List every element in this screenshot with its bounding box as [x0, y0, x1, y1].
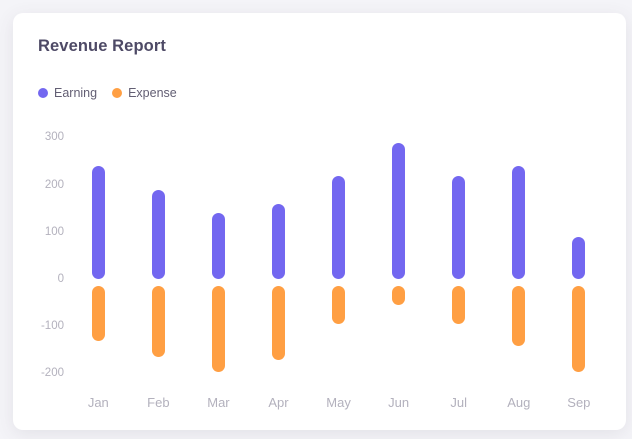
x-axis-label-aug: Aug — [507, 394, 531, 410]
bar-expense-mar[interactable] — [211, 286, 225, 372]
bar-earning-apr[interactable] — [272, 203, 285, 280]
legend-label: Earning — [54, 86, 98, 100]
chart-legend: Earning Expense — [38, 85, 177, 101]
y-axis-tick-200: 200 — [44, 178, 64, 191]
x-axis-label-jan: Jan — [87, 394, 109, 410]
bar-earning-sep[interactable] — [572, 237, 586, 280]
bar-earning-may[interactable] — [332, 175, 346, 280]
x-axis-label-mar: Mar — [207, 394, 230, 410]
bar-expense-sep[interactable] — [572, 286, 586, 372]
y-axis-tick-0: 0 — [57, 273, 64, 285]
x-axis-label-may: May — [326, 394, 351, 410]
x-axis-label-sep: Sep — [567, 394, 591, 410]
revenue-chart: 300 200 100 0 -100 -200 Jan Feb Mar Apr May Jun Jul A… — [13, 13, 626, 430]
bar-earning-jan[interactable] — [91, 166, 105, 280]
bar-expense-apr[interactable] — [272, 286, 285, 360]
bar-expense-jun[interactable] — [392, 286, 406, 306]
y-axis-tick-300: 300 — [44, 131, 64, 144]
y-axis-tick--100: -100 — [40, 320, 64, 333]
bar-earning-mar[interactable] — [211, 213, 225, 280]
bar-expense-may[interactable] — [332, 286, 346, 325]
x-axis-label-jun: Jun — [388, 394, 410, 410]
x-axis-label-feb: Feb — [147, 394, 170, 410]
x-axis-label-jul: Jul — [450, 394, 468, 410]
legend-dot-earning — [38, 88, 48, 98]
bar-earning-jul[interactable] — [452, 175, 466, 280]
bar-expense-feb[interactable] — [151, 286, 165, 358]
legend-item-expense[interactable]: Expense — [112, 86, 177, 100]
y-axis-tick-100: 100 — [44, 225, 64, 238]
bar-earning-jun[interactable] — [392, 142, 406, 280]
bar-earning-feb[interactable] — [151, 189, 165, 280]
bar-earning-aug[interactable] — [512, 166, 526, 280]
bar-expense-aug[interactable] — [512, 286, 526, 346]
bar-expense-jul[interactable] — [452, 286, 466, 325]
y-axis-tick--200: -200 — [40, 367, 64, 380]
legend-label: Expense — [128, 86, 177, 100]
card-title: Revenue Report — [38, 37, 166, 55]
legend-dot-expense — [112, 88, 123, 98]
bar-expense-jan[interactable] — [91, 286, 105, 341]
x-axis-label-apr: Apr — [268, 394, 289, 410]
legend-item-earning[interactable]: Earning — [38, 86, 97, 100]
revenue-report-card: Revenue Report Earning Expense 300 200 100 0… — [13, 13, 626, 430]
